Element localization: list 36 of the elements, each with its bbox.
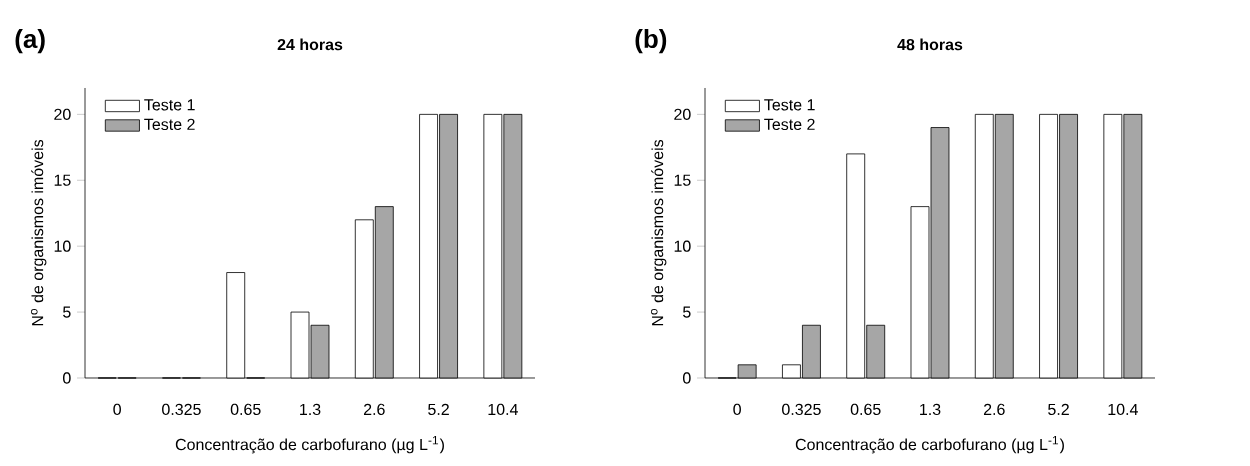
y-tick-label: 10	[674, 240, 691, 252]
x-tick-label: 10.4	[1108, 403, 1138, 416]
text: (a)	[15, 29, 45, 54]
y-tick-label: 5	[63, 306, 71, 318]
x-tick-label: 0	[113, 403, 121, 416]
y-tick-label: 5	[683, 306, 691, 318]
x-axis-title: Concentração de carbofurano (µg L$^{-1}$)	[175, 436, 444, 454]
chart-title: 24 horas	[277, 38, 343, 51]
x-axis-title: Concentração de carbofurano (µg L$^{-1}$)	[795, 436, 1064, 454]
x-tick-label: 0.325	[782, 403, 821, 416]
x-tick-label: 0.65	[230, 403, 261, 416]
x-tick-label: 10.4	[488, 403, 518, 416]
x-tick-label: 0.325	[162, 403, 201, 416]
y-tick-label: 10	[54, 240, 71, 252]
legend-label: Teste 1	[764, 99, 815, 111]
x-tick-label: 0	[733, 403, 741, 416]
y-tick-label: 20	[54, 108, 71, 121]
y-tick-label: 15	[674, 174, 691, 186]
x-tick-label: 2.6	[363, 403, 385, 416]
legend-label: Teste 2	[144, 118, 195, 131]
y-tick-label: 15	[54, 174, 71, 186]
x-tick-label: 2.6	[983, 403, 1005, 416]
text: (b)	[635, 29, 667, 54]
x-tick-label: 0.65	[850, 403, 881, 416]
y-tick-label: 0	[683, 372, 691, 384]
legend-label: Teste 2	[764, 118, 815, 131]
x-tick-label: 1.3	[300, 403, 321, 416]
legend-label: Teste 1	[144, 99, 195, 111]
x-tick-label: 5.2	[428, 403, 449, 416]
x-tick-label: 1.3	[920, 403, 941, 416]
y-tick-label: 20	[674, 108, 691, 121]
y-axis-title: N$^{o}$ de organismos imóveis	[650, 139, 667, 326]
chart-title: 48 horas	[897, 38, 963, 51]
x-tick-label: 5.2	[1048, 403, 1069, 416]
y-axis-title: N$^{o}$ de organismos imóveis	[30, 139, 47, 326]
y-tick-label: 0	[63, 372, 71, 384]
